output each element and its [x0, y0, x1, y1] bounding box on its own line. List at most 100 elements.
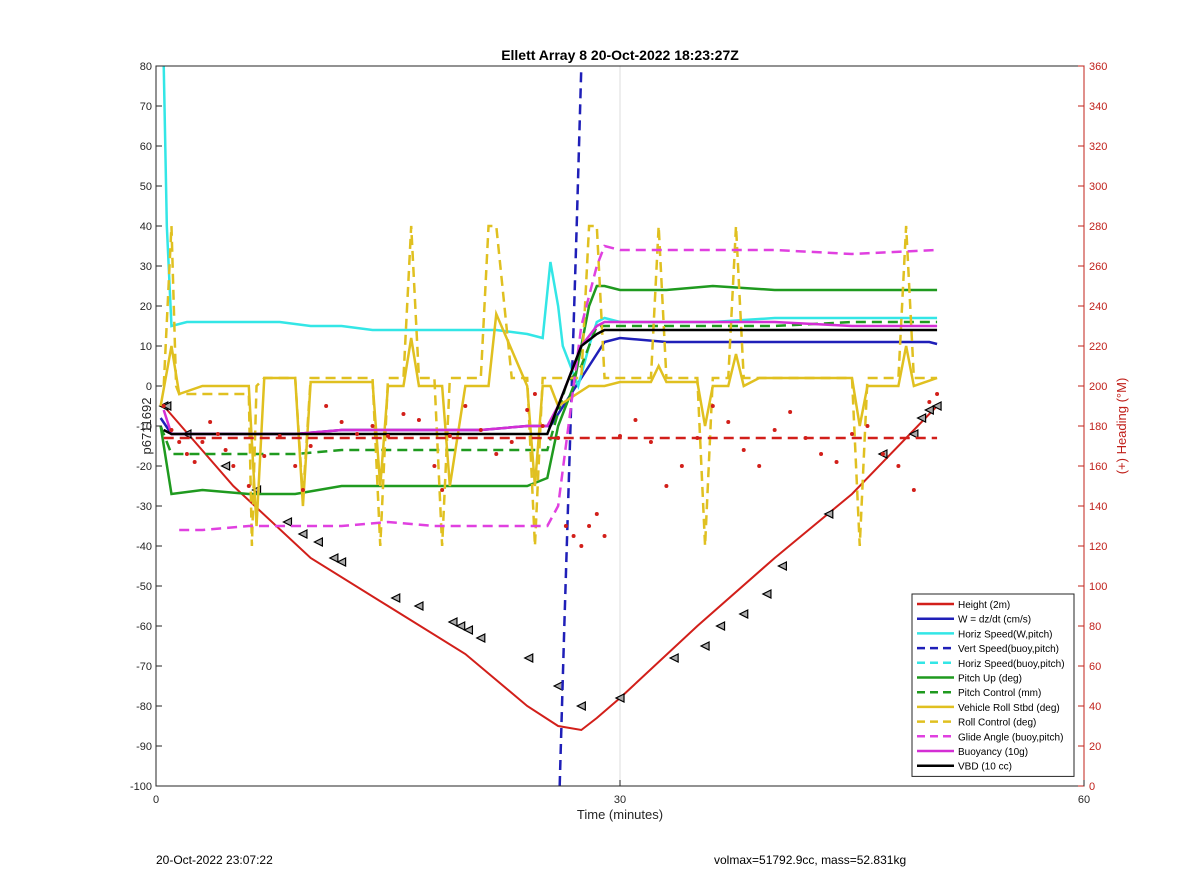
heading-point [695, 436, 700, 440]
heading-point [850, 432, 854, 436]
height-markers-point [916, 413, 927, 423]
heading-point [231, 464, 236, 468]
y-tick-label: 10 [140, 341, 152, 353]
y2-tick-label: 40 [1089, 701, 1101, 713]
heading-point [865, 424, 870, 428]
heading-point [571, 534, 576, 538]
heading-point [726, 420, 731, 424]
heading-point [463, 404, 468, 408]
y2-axis-label: (+) Heading (°M) [1114, 378, 1129, 475]
heading-point [803, 436, 808, 440]
height-markers-point [738, 609, 749, 619]
chart-title: Ellett Array 8 20-Oct-2022 18:23:27Z [501, 47, 739, 63]
height-markers-point [761, 589, 772, 599]
y2-tick-label: 260 [1089, 261, 1107, 273]
height-markers-point [455, 621, 466, 631]
height-markers-point [614, 693, 625, 703]
height-markers-point [552, 681, 563, 691]
heading-point [440, 488, 445, 492]
heading-point [293, 464, 298, 468]
y-tick-label: 50 [140, 181, 152, 193]
legend-box [911, 593, 1075, 777]
legend-entry: Vehicle Roll Stbd (deg) [958, 703, 1060, 714]
heading-point [911, 488, 916, 492]
height-markers-point [390, 593, 401, 603]
heading-point [246, 484, 251, 488]
heading-point [935, 392, 940, 396]
pitch-control-mm-line [159, 320, 938, 456]
height-markers-point [336, 557, 347, 567]
y2-tick-label: 240 [1089, 301, 1107, 313]
y2-tick-label: 80 [1089, 621, 1101, 633]
legend-entry: Pitch Up (deg) [958, 674, 1022, 685]
vbd-10-cc-line [163, 328, 938, 436]
heading-point [308, 444, 313, 448]
height-markers-point [297, 529, 308, 539]
heading-point [525, 408, 530, 412]
x-tick-label: 0 [153, 794, 159, 806]
heading-point [215, 432, 220, 436]
height-markers-point [282, 517, 293, 527]
glide-angle-buoy-pitch-line [179, 244, 938, 532]
right-y-ticks: 0 20 40 60 80 100 120 140 160 180 200 220 240 260 280 3… [1078, 61, 1107, 793]
height-markers-point [908, 429, 919, 439]
horiz-speed-w-pitch-line [162, 65, 938, 391]
heading-point [633, 418, 638, 422]
legend-entry: VBD (10 cc) [958, 762, 1012, 773]
height-markers-point [447, 617, 458, 627]
x-axis-label: Time (minutes) [577, 807, 663, 822]
y-tick-label: -60 [136, 621, 152, 633]
y-axis-label: p6711692 [139, 398, 154, 455]
y-tick-label: 70 [140, 101, 152, 113]
heading-point [618, 434, 622, 438]
legend: Height (2m) W = dz/dt (cm/s) Horiz Speed(W… [911, 593, 1075, 777]
y2-tick-label: 180 [1089, 421, 1107, 433]
heading-point [223, 448, 228, 452]
y2-tick-label: 280 [1089, 221, 1107, 233]
y2-tick-label: 340 [1089, 101, 1107, 113]
y-tick-label: 30 [140, 261, 152, 273]
heading-point [355, 432, 360, 436]
height-markers-point [475, 633, 486, 643]
x-tick-label: 60 [1078, 794, 1090, 806]
y2-tick-label: 20 [1089, 741, 1101, 753]
height-markers-point [699, 641, 710, 651]
y-tick-label: -20 [136, 461, 152, 473]
footer-vol-mass: volmax=51792.9cc, mass=52.831kg [714, 853, 907, 867]
heading-point [161, 404, 166, 408]
legend-entry: Horiz Speed(buoy,pitch) [958, 659, 1065, 670]
height-markers-point [931, 401, 942, 411]
height-markers-point [313, 537, 323, 547]
heading-point [664, 484, 669, 488]
legend-entry: Buoyancy (10g) [958, 747, 1028, 758]
heading-point [772, 428, 777, 432]
heading-point [927, 400, 932, 404]
heading-point [192, 460, 197, 464]
y2-tick-label: 300 [1089, 181, 1107, 193]
heading-point [401, 412, 406, 416]
heading-point [300, 488, 305, 492]
y-tick-label: -30 [136, 501, 152, 513]
heading-point [819, 452, 824, 456]
height-2m-line [162, 405, 938, 732]
y2-tick-label: 0 [1089, 781, 1095, 793]
heading-point [594, 512, 599, 516]
heading-point [370, 424, 375, 428]
height-markers-point [220, 461, 231, 471]
y2-tick-label: 160 [1089, 461, 1107, 473]
height-markers-point [777, 561, 787, 571]
height-markers-point [923, 405, 934, 415]
y2-tick-label: 140 [1089, 501, 1107, 513]
legend-entry: Vert Speed(buoy,pitch) [958, 644, 1059, 655]
y-tick-label: 40 [140, 221, 152, 233]
heading-point [169, 428, 174, 432]
vert-speed-buoy-pitch-line [558, 65, 583, 787]
heading-point [587, 524, 592, 528]
y-tick-label: 60 [140, 141, 152, 153]
legend-entry: Roll Control (deg) [958, 718, 1036, 729]
y-tick-label: -70 [136, 661, 152, 673]
height-markers-point [413, 601, 424, 611]
height-markers-point [575, 701, 586, 711]
heading-point [478, 428, 483, 432]
